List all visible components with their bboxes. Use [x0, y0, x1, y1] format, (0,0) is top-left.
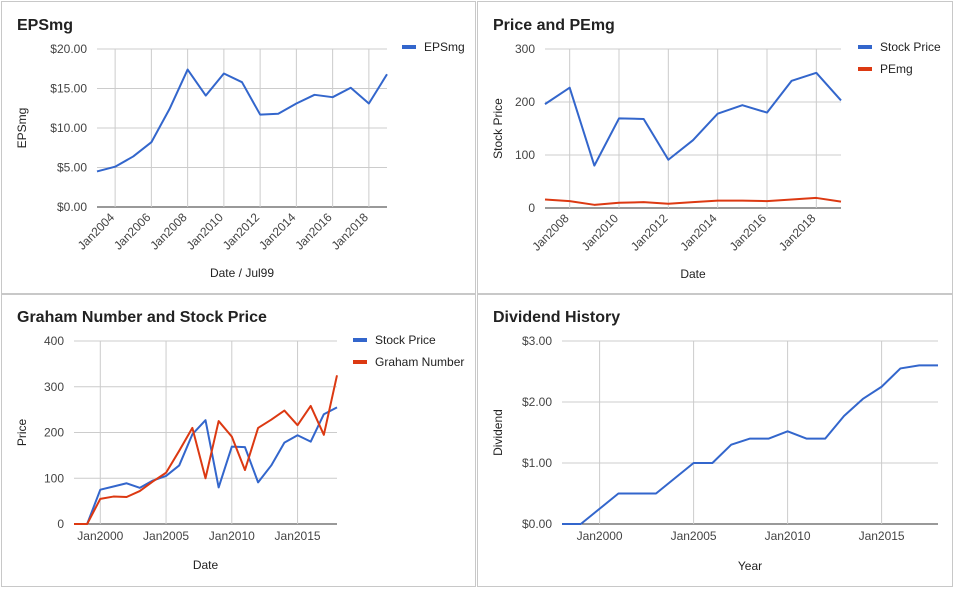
x-tick-label: Jan2018 [329, 210, 372, 253]
x-tick-label: Jan2018 [776, 211, 819, 254]
x-tick-label: Jan2005 [143, 529, 189, 543]
graham-chart: Graham Number and Stock Price 0 100 200 300… [15, 309, 464, 572]
x-tick-label: Jan2016 [727, 211, 770, 254]
y-tick-label: 200 [515, 95, 535, 109]
x-axis-label: Date [680, 267, 706, 281]
y-tick-label: $2.00 [522, 395, 552, 409]
legend-label: EPSmg [424, 40, 465, 54]
x-tick-label: Jan2010 [209, 529, 255, 543]
price-pemg-chart-panel: Price and PEmg 0 100 200 300 Jan2008 Jan2010 J… [477, 1, 953, 294]
y-axis-label: Stock Price [491, 98, 505, 159]
x-tick-label: Jan2014 [677, 211, 720, 254]
x-tick-label: Jan2012 [220, 210, 263, 253]
graham-chart-panel: Graham Number and Stock Price 0 100 200 300… [1, 294, 476, 587]
y-tick-label: $20.00 [50, 42, 87, 56]
y-tick-label: $5.00 [57, 161, 87, 175]
x-tick-label: Jan2010 [579, 211, 622, 254]
series-line-2 [74, 375, 338, 525]
eps-chart: EPSmg $0.00 $5.00 $10.00 $15.00 $20.00 Jan200… [15, 17, 465, 280]
legend-label: Stock Price [375, 333, 436, 347]
x-tick-label: Jan2008 [147, 210, 190, 253]
y-tick-label: 300 [515, 42, 535, 56]
y-axis-label: Price [15, 419, 29, 447]
y-axis-label: EPSmg [15, 108, 29, 149]
y-tick-label: 100 [515, 148, 535, 162]
y-tick-label: 0 [528, 201, 535, 215]
series-line-1 [544, 71, 842, 167]
x-tick-label: Jan2004 [75, 210, 118, 253]
y-tick-label: 100 [44, 471, 64, 485]
x-axis-label: Date / Jul99 [210, 266, 274, 280]
x-tick-label: Jan2000 [77, 529, 123, 543]
y-axis-label: Dividend [491, 409, 505, 456]
x-tick-label: Jan2015 [275, 529, 321, 543]
y-tick-label: 400 [44, 334, 64, 348]
x-axis-label: Year [738, 559, 762, 573]
series-line-2 [544, 196, 842, 206]
x-tick-label: Jan2014 [256, 210, 299, 253]
dividend-chart: Dividend History $0.00 $1.00 $2.00 $3.00 Jan… [491, 309, 938, 573]
series-line-1 [74, 406, 338, 525]
eps-chart-panel: EPSmg $0.00 $5.00 $10.00 $15.00 $20.00 Jan200… [1, 1, 476, 294]
x-tick-label: Jan2010 [184, 210, 227, 253]
y-tick-label: $1.00 [522, 456, 552, 470]
x-tick-label: Jan2008 [529, 211, 572, 254]
y-tick-label: $15.00 [50, 82, 87, 96]
chart-title: Dividend History [493, 309, 620, 326]
y-tick-label: $3.00 [522, 334, 552, 348]
y-tick-label: 200 [44, 426, 64, 440]
x-tick-label: Jan2010 [765, 529, 811, 543]
series-line-1 [562, 364, 938, 525]
legend-swatch [858, 67, 872, 71]
x-tick-label: Jan2006 [111, 210, 154, 253]
y-tick-label: 0 [57, 517, 64, 531]
y-tick-label: 300 [44, 380, 64, 394]
legend-label: PEmg [880, 62, 913, 76]
chart-title: Graham Number and Stock Price [17, 309, 267, 326]
legend-swatch [353, 338, 367, 342]
y-tick-label: $10.00 [50, 121, 87, 135]
x-tick-label: Jan2005 [671, 529, 717, 543]
y-tick-label: $0.00 [522, 517, 552, 531]
x-tick-label: Jan2015 [859, 529, 905, 543]
chart-title: EPSmg [17, 17, 73, 34]
x-tick-label: Jan2000 [577, 529, 623, 543]
x-tick-label: Jan2016 [292, 210, 335, 253]
dividend-chart-panel: Dividend History $0.00 $1.00 $2.00 $3.00 Jan… [477, 294, 953, 587]
x-axis-label: Date [193, 558, 219, 572]
legend-swatch [858, 45, 872, 49]
legend-swatch [402, 45, 416, 49]
x-tick-label: Jan2012 [628, 211, 671, 254]
series-line-1 [96, 68, 388, 173]
legend-label: Graham Number [375, 355, 464, 369]
y-tick-label: $0.00 [57, 200, 87, 214]
legend-label: Stock Price [880, 40, 941, 54]
chart-title: Price and PEmg [493, 17, 615, 34]
legend-swatch [353, 360, 367, 364]
